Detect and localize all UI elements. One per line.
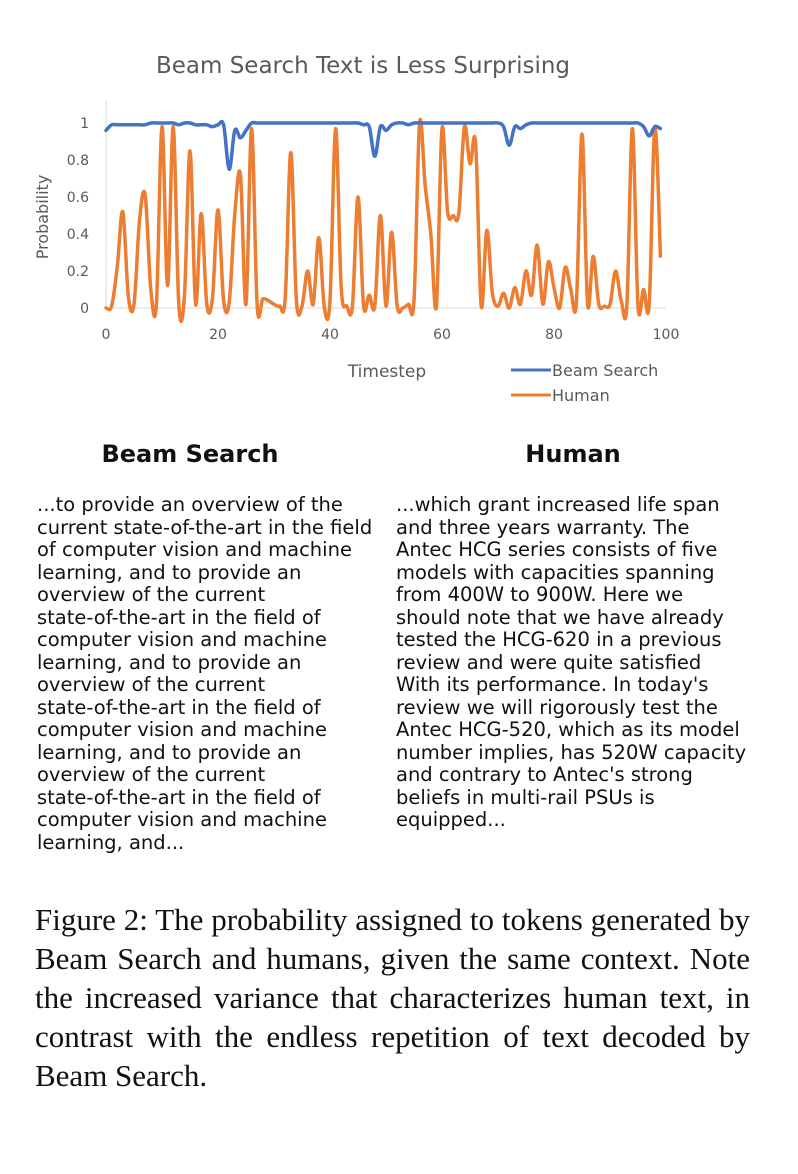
left-column-heading: Beam Search [101, 440, 279, 468]
y-tick-label: 0 [80, 301, 89, 317]
chart: Beam Search Text is Less Surprising 0 0.2… [0, 0, 798, 430]
x-tick-label: 100 [653, 327, 680, 343]
chart-title: Beam Search Text is Less Surprising [156, 53, 570, 79]
legend-label-human: Human [552, 386, 610, 405]
plot-area: 0 0.2 0.4 0.6 0.8 1 0 20 40 60 80 100 [67, 101, 680, 343]
x-axis-label: Timestep [347, 362, 426, 382]
x-tick-label: 40 [321, 327, 339, 343]
x-tick-label: 0 [102, 327, 111, 343]
legend-label-beam-search: Beam Search [552, 361, 658, 380]
figure-caption: Figure 2: The probability assigned to to… [35, 902, 750, 1093]
y-tick-label: 0.4 [67, 227, 89, 243]
beam-search-series-line [104, 119, 663, 172]
human-text: ...which grant increased life span and t… [396, 493, 747, 831]
y-tick-label: 0.2 [67, 264, 89, 280]
x-tick-label: 80 [545, 327, 563, 343]
y-tick-label: 0.6 [67, 190, 89, 206]
human-series-line [104, 117, 663, 324]
y-tick-label: 1 [80, 116, 89, 132]
right-column-heading: Human [525, 440, 621, 468]
chart-svg: Beam Search Text is Less Surprising 0 0.2… [33, 53, 680, 405]
beam-search-text: ...to provide an overview of the current… [37, 493, 373, 854]
x-tick-label: 60 [433, 327, 451, 343]
legend: Beam Search Human [511, 361, 658, 405]
y-axis-label: Probability [33, 175, 52, 260]
x-tick-label: 20 [209, 327, 227, 343]
y-tick-label: 0.8 [67, 153, 89, 169]
